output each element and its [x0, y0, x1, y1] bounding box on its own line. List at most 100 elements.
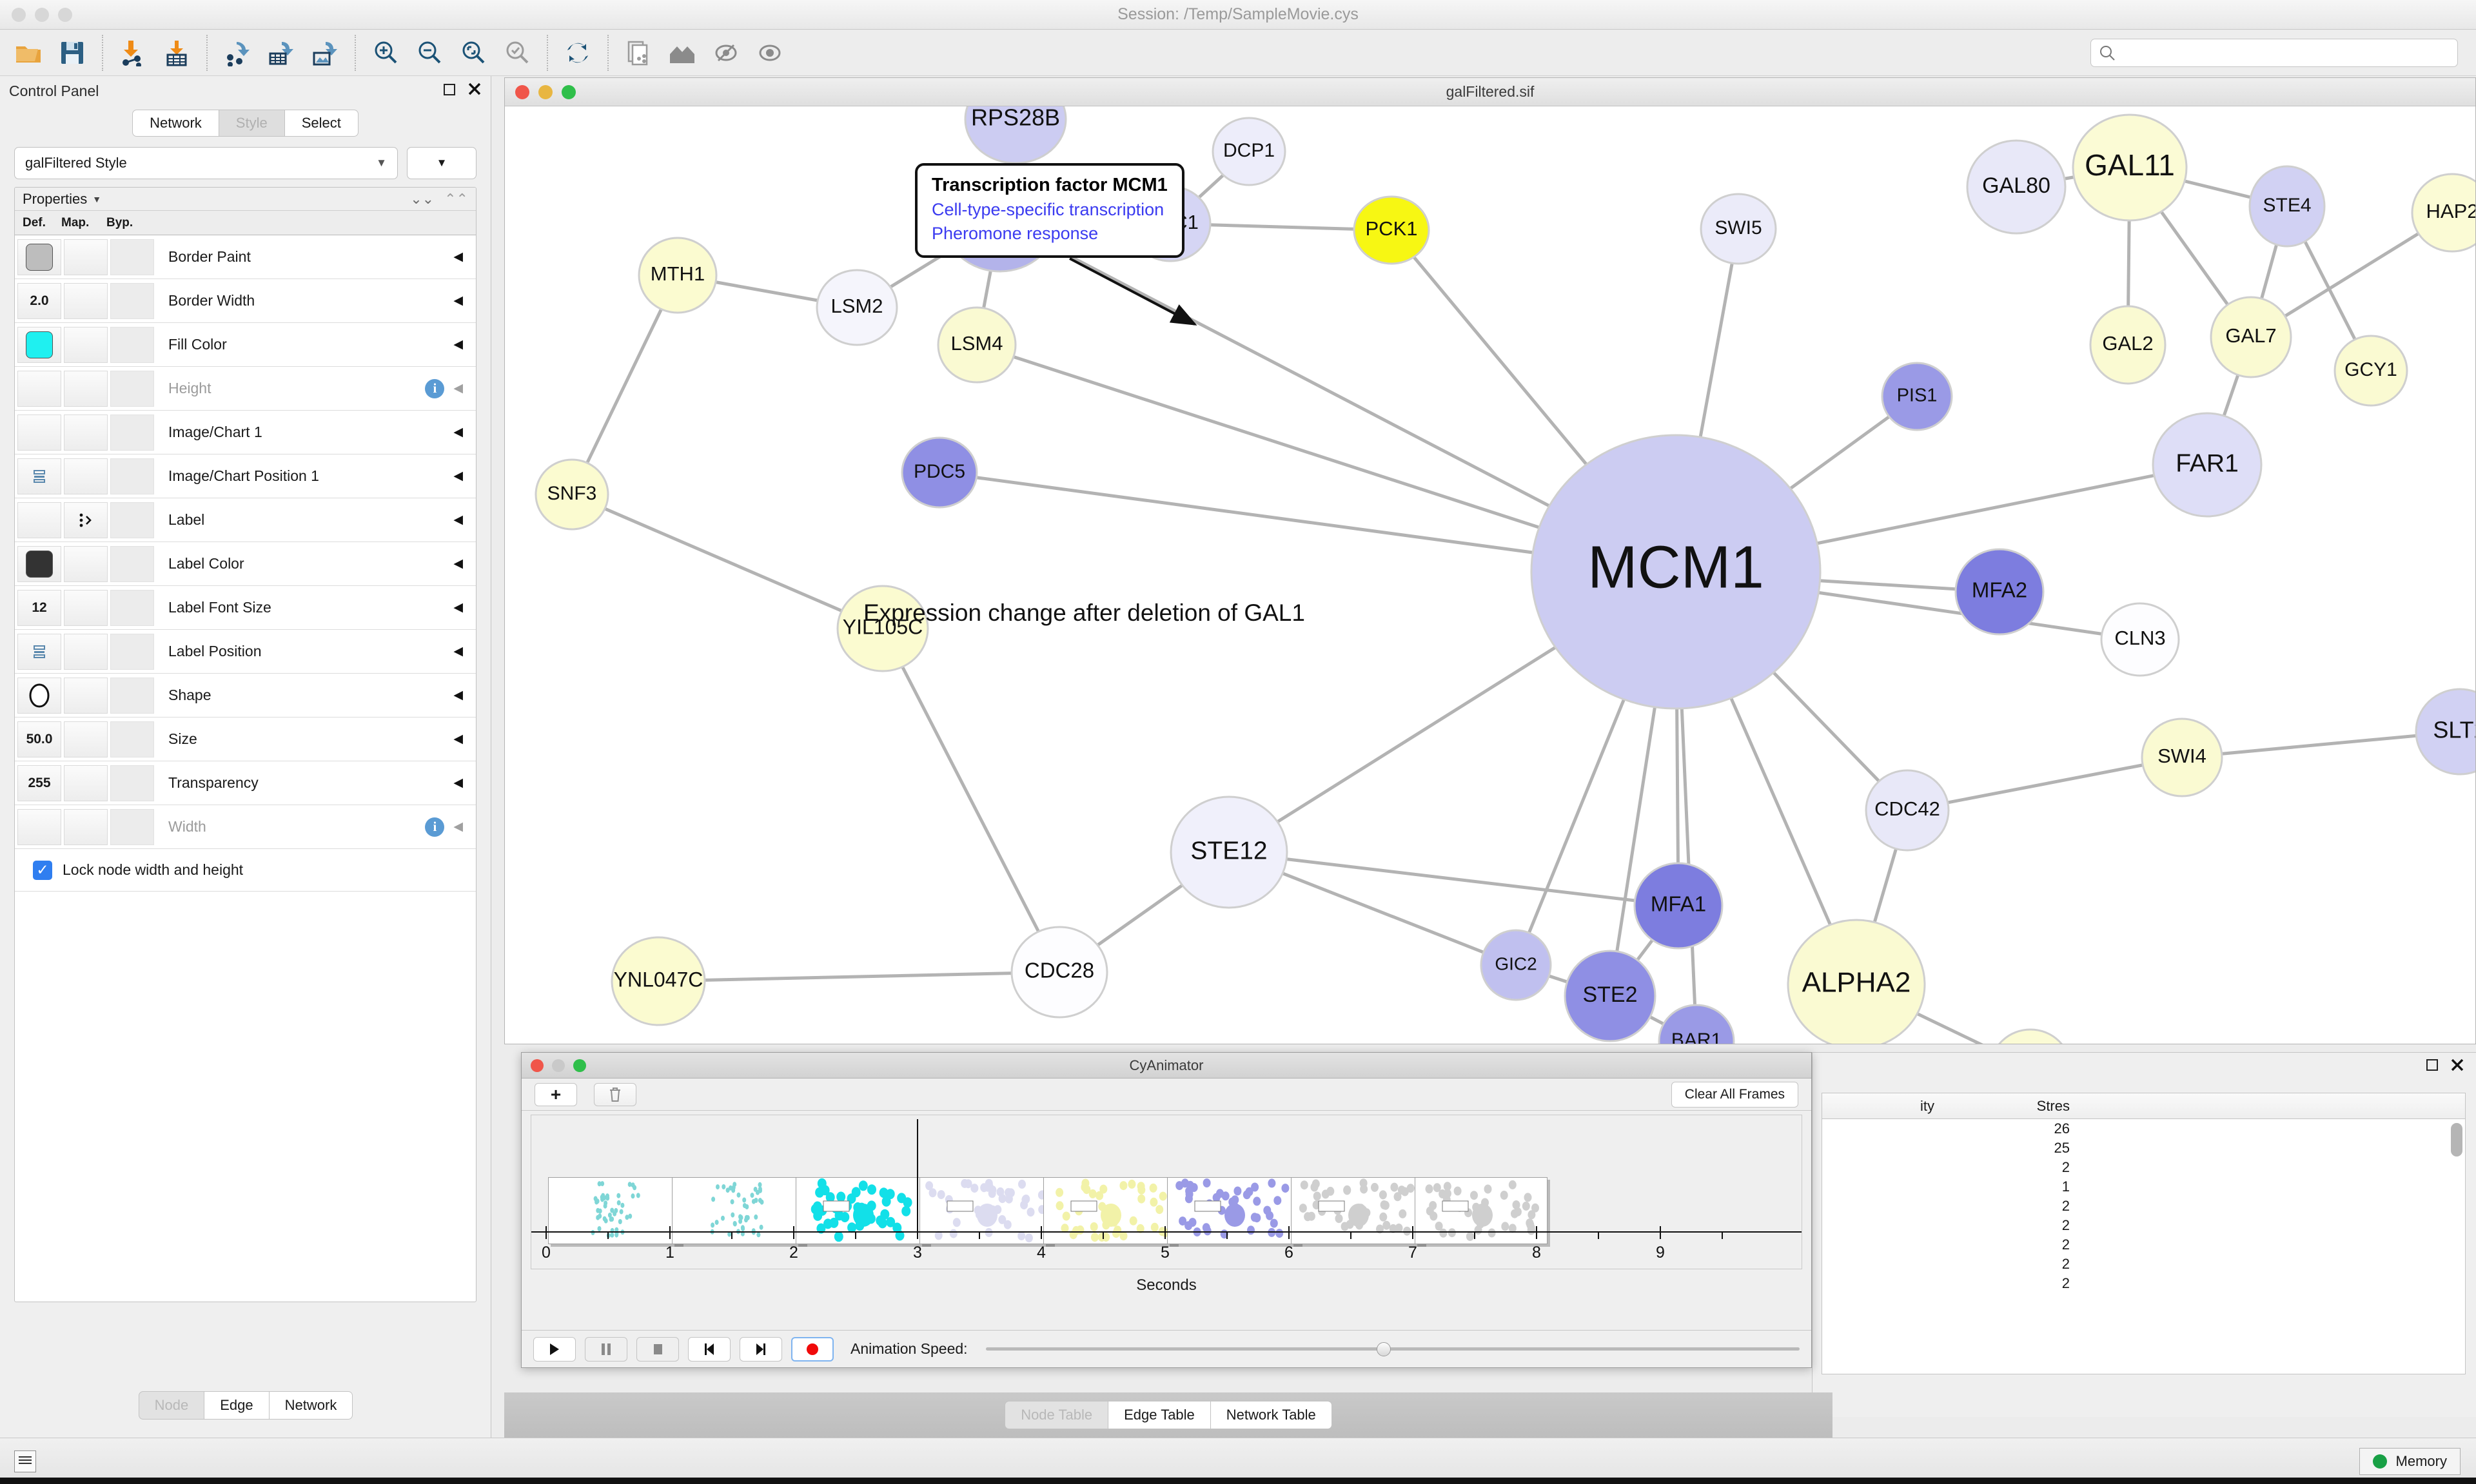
export-network-icon[interactable]: [215, 35, 259, 71]
property-row[interactable]: 2.0 Border Width ◀: [15, 279, 476, 323]
frame-thumbnail[interactable]: [1291, 1177, 1424, 1244]
property-default-cell[interactable]: 50.0: [17, 721, 61, 757]
minimize-cyanimator-button[interactable]: [552, 1059, 565, 1072]
expand-property-icon[interactable]: ◀: [453, 645, 463, 658]
table-row[interactable]: 2: [2061, 1217, 2070, 1233]
expand-property-icon[interactable]: ◀: [453, 776, 463, 790]
property-default-cell[interactable]: 2.0: [17, 282, 61, 319]
graph-node[interactable]: BAR1: [1658, 1004, 1735, 1044]
tab-node[interactable]: Node: [138, 1391, 205, 1420]
property-row[interactable]: Image/Chart 1 ◀: [15, 411, 476, 454]
property-bypass-cell[interactable]: [110, 502, 154, 538]
graph-node[interactable]: LSM4: [937, 306, 1017, 384]
property-row[interactable]: Label Position ◀: [15, 630, 476, 674]
graph-node[interactable]: SWI4: [2141, 718, 2223, 797]
graph-node[interactable]: PDC5: [901, 436, 978, 509]
expand-property-icon[interactable]: ◀: [453, 338, 463, 351]
property-mapping-cell[interactable]: [64, 633, 108, 670]
graph-edge[interactable]: [1228, 850, 1679, 908]
task-list-icon[interactable]: [14, 1450, 36, 1472]
graph-node[interactable]: DCP1: [1212, 117, 1286, 186]
property-default-cell[interactable]: [17, 326, 61, 363]
property-bypass-cell[interactable]: [110, 239, 154, 275]
table-row[interactable]: 2: [2061, 1236, 2070, 1253]
network-window-controls[interactable]: [515, 84, 576, 99]
search-input[interactable]: [2123, 45, 2450, 61]
graph-node[interactable]: FAR1: [2152, 412, 2263, 518]
property-row[interactable]: Image/Chart Position 1 ◀: [15, 454, 476, 498]
property-bypass-cell[interactable]: [110, 677, 154, 714]
expand-property-icon[interactable]: ◀: [453, 469, 463, 483]
expand-property-icon[interactable]: ◀: [453, 250, 463, 264]
property-default-cell[interactable]: [17, 808, 61, 845]
home-icon[interactable]: [660, 35, 704, 71]
column-header-ity[interactable]: ity: [1920, 1097, 1934, 1114]
graph-node[interactable]: GAL7: [2210, 296, 2292, 378]
close-network-button[interactable]: [515, 84, 529, 99]
expand-property-icon[interactable]: ◀: [453, 557, 463, 571]
property-row[interactable]: Label Color ◀: [15, 542, 476, 586]
float-panel-icon[interactable]: [443, 83, 456, 100]
maximize-cyanimator-button[interactable]: [573, 1059, 586, 1072]
property-bypass-cell[interactable]: [110, 282, 154, 319]
color-swatch[interactable]: [26, 243, 53, 271]
info-icon[interactable]: i: [425, 378, 445, 398]
play-button[interactable]: [533, 1336, 576, 1362]
tab-select[interactable]: Select: [284, 110, 359, 137]
search-box[interactable]: [2090, 39, 2458, 67]
graph-edge[interactable]: [571, 493, 883, 630]
property-bypass-cell[interactable]: [110, 326, 154, 363]
graph-node[interactable]: CDC42: [1865, 769, 1950, 852]
chevron-down-icon[interactable]: ▼: [92, 193, 102, 204]
graph-node[interactable]: TUP1: [1990, 1028, 2070, 1044]
expand-all-icon[interactable]: ⌄⌄: [410, 190, 435, 207]
table-scrollbar[interactable]: [2451, 1123, 2462, 1157]
property-mapping-cell[interactable]: [64, 677, 108, 714]
frame-thumbnail[interactable]: [1415, 1177, 1548, 1244]
maximize-network-button[interactable]: [562, 84, 576, 99]
graph-edge[interactable]: [570, 274, 680, 496]
graph-node[interactable]: CDC28: [1010, 926, 1108, 1019]
import-network-icon[interactable]: [111, 35, 155, 71]
graph-node[interactable]: GAL2: [2089, 305, 2166, 385]
expand-property-icon[interactable]: ◀: [453, 688, 463, 702]
property-mapping-cell[interactable]: [64, 502, 108, 538]
color-swatch[interactable]: [26, 331, 53, 358]
property-bypass-cell[interactable]: [110, 370, 154, 407]
graph-node[interactable]: SNF3: [535, 458, 609, 531]
delete-frame-button[interactable]: [594, 1082, 636, 1106]
cyanimator-timeline[interactable]: 0 1 2 3 4 5 6 7 8 9 Seconds: [531, 1115, 1802, 1294]
graph-node[interactable]: SWI5: [1700, 193, 1777, 265]
frame-thumbnail[interactable]: [1167, 1177, 1300, 1244]
zoom-selected-icon[interactable]: [495, 35, 539, 71]
lock-checkbox[interactable]: ✓: [33, 860, 52, 880]
record-button[interactable]: [791, 1336, 834, 1362]
property-mapping-cell[interactable]: [64, 282, 108, 319]
close-window-button[interactable]: [12, 8, 26, 22]
network-canvas[interactable]: RPS28BDCP1RPS28ADMC1PCK1SWI5GAL80GAL11ST…: [505, 106, 2475, 1044]
graph-node[interactable]: YIL105C: [836, 585, 929, 672]
property-bypass-cell[interactable]: [110, 765, 154, 801]
property-default-cell[interactable]: [17, 545, 61, 582]
graph-node[interactable]: SLT2: [2415, 688, 2475, 776]
minimize-window-button[interactable]: [35, 8, 49, 22]
expand-property-icon[interactable]: ◀: [453, 732, 463, 746]
animation-speed-slider[interactable]: [985, 1341, 1800, 1358]
expand-property-icon[interactable]: ◀: [453, 382, 463, 395]
table-row[interactable]: 25: [2054, 1140, 2070, 1156]
property-row[interactable]: Width i ◀: [15, 805, 476, 849]
property-mapping-cell[interactable]: [64, 765, 108, 801]
float-table-panel-icon[interactable]: [2426, 1059, 2439, 1075]
property-mapping-cell[interactable]: [64, 545, 108, 582]
property-row[interactable]: 255 Transparency ◀: [15, 761, 476, 805]
graph-node[interactable]: RPS28B: [964, 106, 1067, 164]
graph-node[interactable]: GIC2: [1480, 929, 1552, 1001]
graph-node[interactable]: MCM1: [1530, 434, 1822, 710]
property-bypass-cell[interactable]: [110, 721, 154, 757]
property-mapping-cell[interactable]: [64, 414, 108, 451]
graph-node[interactable]: STE2: [1564, 950, 1656, 1042]
slider-knob[interactable]: [1376, 1342, 1391, 1356]
graph-edge[interactable]: [2181, 730, 2461, 759]
graph-node[interactable]: STE12: [1170, 796, 1288, 909]
property-default-cell[interactable]: 12: [17, 589, 61, 626]
